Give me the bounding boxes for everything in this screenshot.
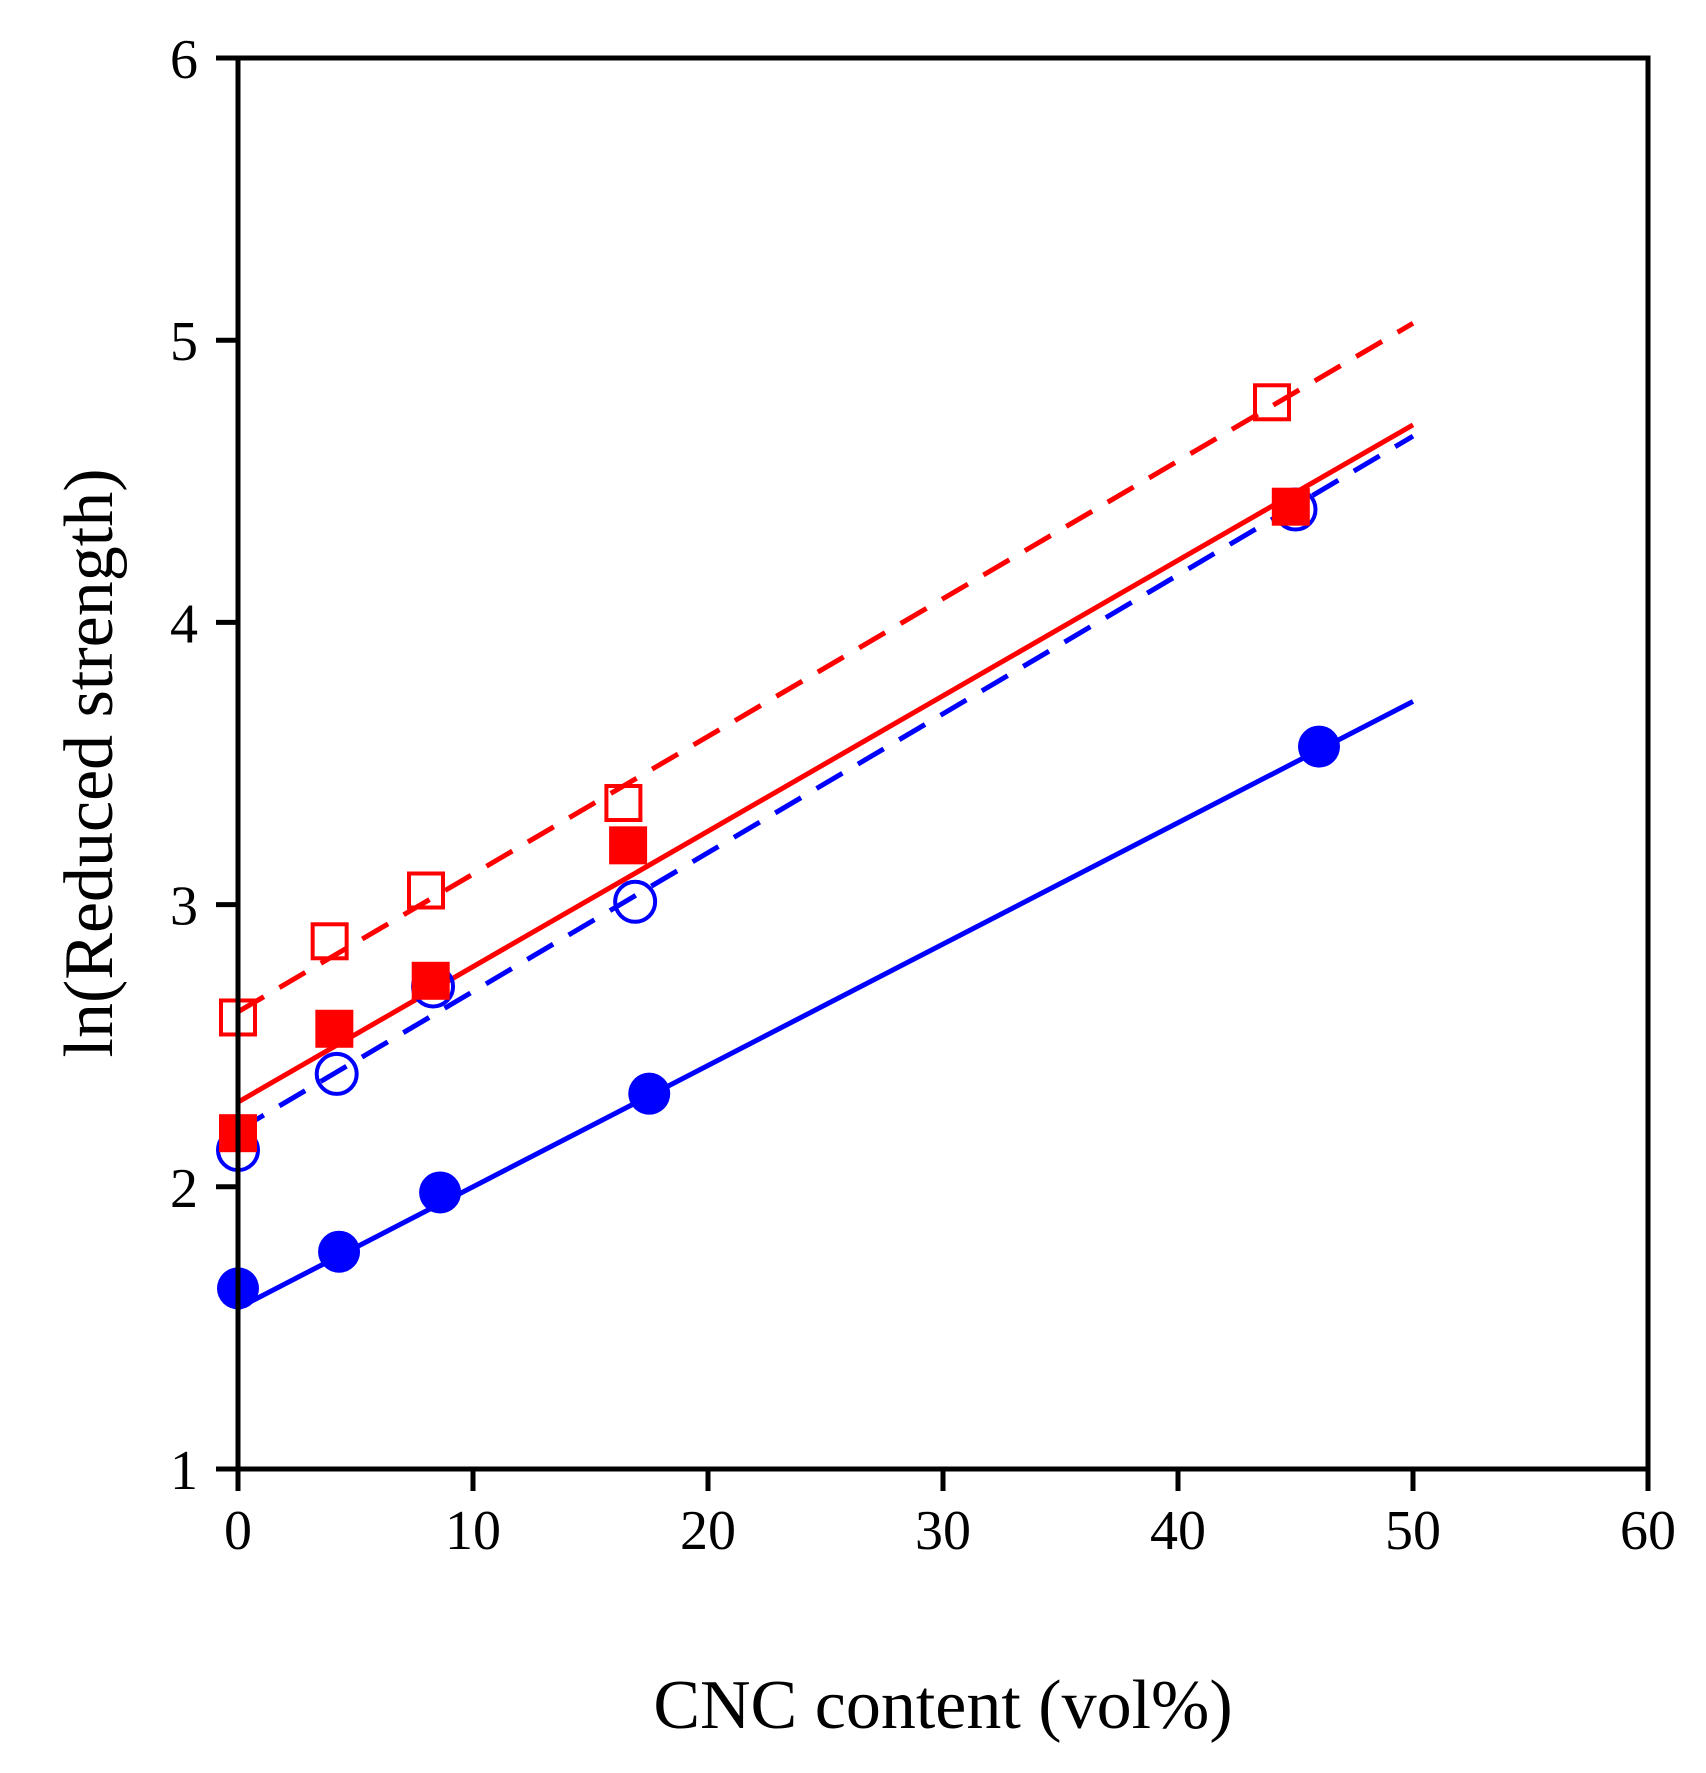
fit-line-series-1	[236, 699, 1415, 1311]
y-axis-title: ln(Reduced strength)	[51, 469, 128, 1058]
data-point-series-1	[628, 1072, 671, 1115]
y-tick-label: 4	[170, 593, 198, 655]
data-point-series-1	[318, 1230, 361, 1273]
x-tick-label: 0	[224, 1500, 252, 1562]
data-point-series-4	[604, 784, 643, 823]
plot-frame	[235, 55, 1651, 1472]
y-tick-label: 5	[170, 311, 198, 373]
data-point-series-3	[1271, 487, 1310, 526]
y-tick-label: 6	[170, 29, 198, 91]
data-point-series-3	[411, 961, 450, 1000]
x-tick-label: 10	[445, 1500, 501, 1562]
data-point-series-4	[407, 871, 445, 910]
data-point-series-3	[315, 1009, 354, 1048]
fit-lines	[236, 321, 1415, 1311]
data-point-series-4	[310, 922, 349, 961]
data-markers	[216, 383, 1340, 1310]
x-tick-label: 40	[1150, 1500, 1206, 1562]
x-tick-label: 50	[1385, 1500, 1441, 1562]
x-axis-title: CNC content (vol%)	[653, 1667, 1232, 1744]
data-point-series-3	[609, 826, 648, 865]
data-point-series-2	[314, 1051, 359, 1096]
y-tick-label: 1	[170, 1440, 198, 1502]
data-point-series-1	[419, 1171, 462, 1214]
y-tick-label: 2	[170, 1158, 198, 1220]
x-tick-label: 30	[915, 1500, 971, 1562]
x-tick-label: 60	[1620, 1500, 1676, 1562]
x-tick-label: 20	[680, 1500, 736, 1562]
data-point-series-1	[1298, 725, 1340, 768]
y-tick-label: 3	[170, 876, 198, 938]
fit-line-series-4	[236, 321, 1415, 1014]
axis-ticks: 0 10 20 30 40 50 60 1 2 3 4 5 6	[170, 29, 1676, 1562]
fit-line-series-2	[236, 433, 1415, 1133]
fit-line-series-3	[236, 422, 1415, 1105]
data-point-series-2	[613, 879, 658, 924]
data-point-series-4	[1253, 383, 1291, 422]
